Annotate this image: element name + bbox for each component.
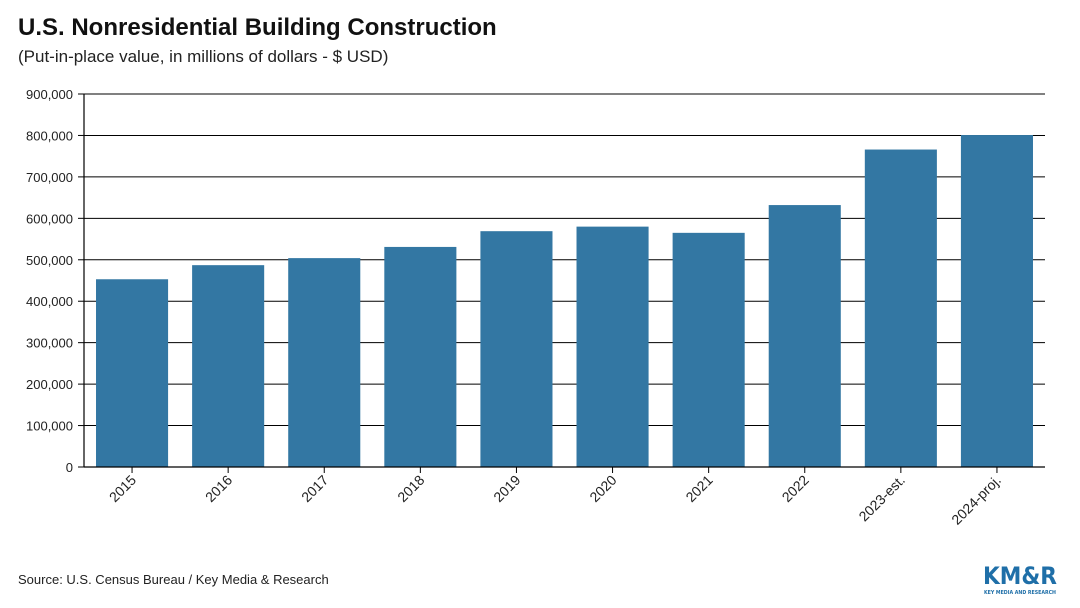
- y-tick-label: 200,000: [26, 377, 73, 392]
- bar: [288, 258, 361, 467]
- x-tick-labels: 2015 2016 2017 2018 2019 2020 2021 2022 2023-est…: [106, 467, 1004, 528]
- x-tick-label: 2022: [779, 472, 812, 505]
- kmr-logo: KM&R KEY MEDIA AND RESEARCH: [983, 562, 1057, 596]
- y-tick-label: 300,000: [26, 336, 73, 351]
- chart-title: U.S. Nonresidential Building Constructio…: [18, 14, 497, 41]
- y-tick-label: 500,000: [26, 253, 73, 268]
- x-tick-label: 2020: [586, 472, 619, 505]
- y-tick-labels: 0 100,000 200,000 300,000 400,000 500,000 600,…: [26, 87, 73, 475]
- y-tick-label: 700,000: [26, 170, 73, 185]
- y-tick-label: 800,000: [26, 128, 73, 143]
- logo-subtext: KEY MEDIA AND RESEARCH: [984, 590, 1056, 596]
- bars: [96, 135, 1033, 467]
- bar-chart: 0 100,000 200,000 300,000 400,000 500,000 600,…: [26, 87, 1045, 528]
- x-tick-label: 2023-est.: [855, 472, 908, 525]
- chart-subtitle: (Put-in-place value, in millions of doll…: [18, 47, 389, 66]
- x-tick-label: 2024-proj.: [948, 472, 1004, 528]
- bar: [192, 265, 265, 467]
- y-tick-label: 100,000: [26, 419, 73, 434]
- bar: [384, 246, 457, 467]
- y-tick-label: 900,000: [26, 87, 73, 102]
- x-tick-label: 2015: [106, 472, 139, 505]
- x-tick-label: 2017: [298, 472, 331, 505]
- x-tick-label: 2018: [394, 472, 427, 505]
- bar: [960, 135, 1033, 467]
- x-tick-label: 2021: [682, 472, 715, 505]
- bar: [96, 279, 169, 467]
- y-tick-label: 0: [66, 460, 73, 475]
- x-tick-label: 2019: [490, 472, 523, 505]
- bar: [768, 205, 841, 467]
- y-tick-label: 600,000: [26, 211, 73, 226]
- y-tick-label: 400,000: [26, 294, 73, 309]
- bar: [576, 226, 649, 467]
- logo-text: KM&R: [983, 562, 1057, 590]
- x-tick-label: 2016: [202, 472, 235, 505]
- bar: [672, 232, 745, 467]
- axes: [83, 94, 1045, 468]
- bar: [864, 149, 937, 467]
- source-note: Source: U.S. Census Bureau / Key Media &…: [18, 572, 329, 587]
- bar: [480, 231, 553, 467]
